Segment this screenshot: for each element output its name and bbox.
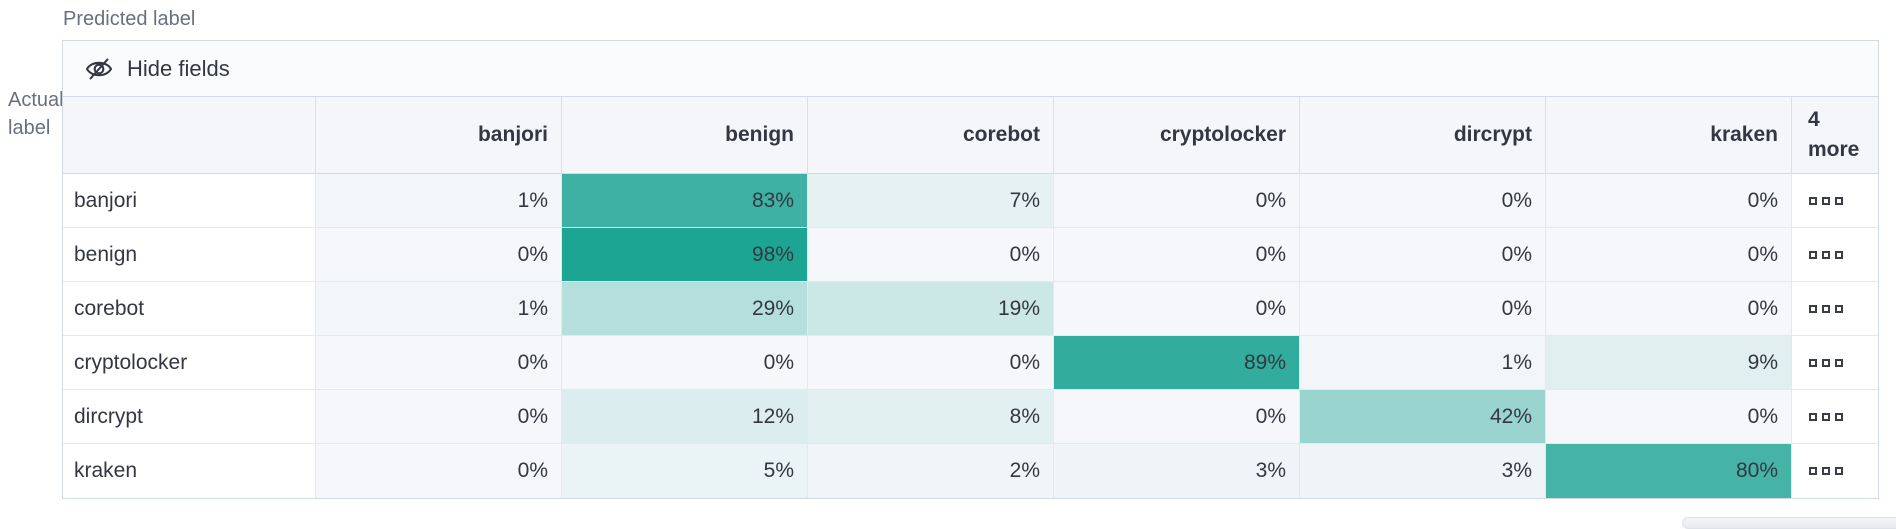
row-label-corebot: corebot <box>63 282 316 336</box>
cell-corebot-cryptolocker: 0% <box>1054 282 1300 336</box>
cell-corebot-dircrypt: 0% <box>1300 282 1546 336</box>
cell-banjori-dircrypt: 0% <box>1300 174 1546 228</box>
cell-banjori-kraken: 0% <box>1546 174 1792 228</box>
predicted-label: Predicted label <box>63 8 196 30</box>
cell-benign-cryptolocker: 0% <box>1054 228 1300 282</box>
cell-banjori-benign: 83% <box>562 174 808 228</box>
cell-dircrypt-banjori: 0% <box>316 390 562 444</box>
cell-cryptolocker-corebot: 0% <box>808 336 1054 390</box>
boxes-horizontal-icon <box>1809 304 1843 313</box>
cell-kraken-benign: 5% <box>562 444 808 498</box>
cell-benign-kraken: 0% <box>1546 228 1792 282</box>
cell-banjori-banjori: 1% <box>316 174 562 228</box>
more-columns-button[interactable] <box>1792 282 1878 336</box>
horizontal-scrollbar[interactable] <box>1682 517 1896 529</box>
cell-banjori-corebot: 7% <box>808 174 1054 228</box>
boxes-horizontal-icon <box>1809 467 1843 475</box>
row-label-dircrypt: dircrypt <box>63 390 316 444</box>
cell-benign-dircrypt: 0% <box>1300 228 1546 282</box>
cell-dircrypt-corebot: 8% <box>808 390 1054 444</box>
more-columns-button[interactable] <box>1792 174 1878 228</box>
hide-fields-label: Hide fields <box>127 55 230 81</box>
column-header-corebot[interactable]: corebot <box>808 97 1054 174</box>
more-columns-button[interactable] <box>1792 228 1878 282</box>
cell-banjori-cryptolocker: 0% <box>1054 174 1300 228</box>
actual-label: Actual label <box>8 86 64 142</box>
cell-corebot-corebot: 19% <box>808 282 1054 336</box>
actual-label-line1: Actual <box>8 89 64 111</box>
cell-kraken-cryptolocker: 3% <box>1054 444 1300 498</box>
hide-fields-button[interactable]: Hide fields <box>63 41 1878 97</box>
row-label-banjori: banjori <box>63 174 316 228</box>
column-header-kraken[interactable]: kraken <box>1546 97 1792 174</box>
cell-cryptolocker-benign: 0% <box>562 336 808 390</box>
grid-corner-cell <box>63 97 316 174</box>
boxes-horizontal-icon <box>1809 196 1843 205</box>
row-label-benign: benign <box>63 228 316 282</box>
cell-cryptolocker-dircrypt: 1% <box>1300 336 1546 390</box>
cell-dircrypt-kraken: 0% <box>1546 390 1792 444</box>
column-header-cryptolocker[interactable]: cryptolocker <box>1054 97 1300 174</box>
boxes-horizontal-icon <box>1809 250 1843 259</box>
column-header-benign[interactable]: benign <box>562 97 808 174</box>
cell-dircrypt-benign: 12% <box>562 390 808 444</box>
cell-cryptolocker-banjori: 0% <box>316 336 562 390</box>
cell-kraken-dircrypt: 3% <box>1300 444 1546 498</box>
more-columns-button[interactable] <box>1792 390 1878 444</box>
cell-kraken-corebot: 2% <box>808 444 1054 498</box>
cell-dircrypt-dircrypt: 42% <box>1300 390 1546 444</box>
cell-corebot-kraken: 0% <box>1546 282 1792 336</box>
eye-closed-icon <box>84 54 114 84</box>
hidden-columns-header[interactable]: 4 more <box>1792 97 1878 174</box>
confusion-matrix-panel: Hide fields banjori benign corebot cryptolo… <box>62 40 1879 499</box>
cell-corebot-banjori: 1% <box>316 282 562 336</box>
cell-kraken-kraken: 80% <box>1546 444 1792 498</box>
more-columns-button[interactable] <box>1792 444 1878 498</box>
more-columns-button[interactable] <box>1792 336 1878 390</box>
cell-benign-corebot: 0% <box>808 228 1054 282</box>
cell-dircrypt-cryptolocker: 0% <box>1054 390 1300 444</box>
cell-benign-banjori: 0% <box>316 228 562 282</box>
column-header-dircrypt[interactable]: dircrypt <box>1300 97 1546 174</box>
boxes-horizontal-icon <box>1809 358 1843 367</box>
column-header-banjori[interactable]: banjori <box>316 97 562 174</box>
boxes-horizontal-icon <box>1809 412 1843 421</box>
row-label-kraken: kraken <box>63 444 316 498</box>
cell-corebot-benign: 29% <box>562 282 808 336</box>
row-label-cryptolocker: cryptolocker <box>63 336 316 390</box>
cell-cryptolocker-kraken: 9% <box>1546 336 1792 390</box>
actual-label-line2: label <box>8 117 51 139</box>
confusion-matrix-grid: banjori benign corebot cryptolocker dircrypt… <box>63 97 1878 498</box>
cell-kraken-banjori: 0% <box>316 444 562 498</box>
cell-benign-benign: 98% <box>562 228 808 282</box>
cell-cryptolocker-cryptolocker: 89% <box>1054 336 1300 390</box>
hidden-columns-count: 4 <box>1808 108 1820 131</box>
hidden-columns-word: more <box>1808 138 1860 161</box>
